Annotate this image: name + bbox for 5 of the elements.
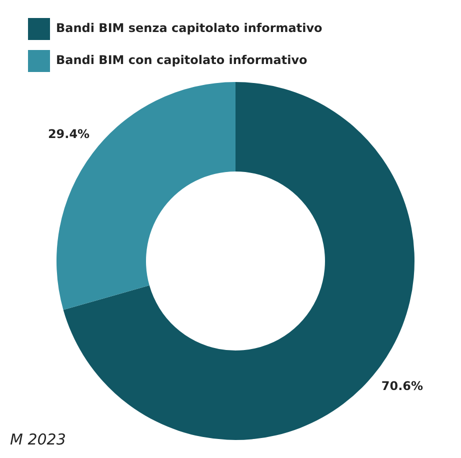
data-label: 70.6% xyxy=(381,379,424,394)
data-label: 29.4% xyxy=(48,127,90,142)
legend-label: Bandi BIM con capitolato informativo xyxy=(56,53,308,68)
legend-label: Bandi BIM senza capitolato informativo xyxy=(56,21,322,36)
text: M 2023 xyxy=(10,430,66,448)
